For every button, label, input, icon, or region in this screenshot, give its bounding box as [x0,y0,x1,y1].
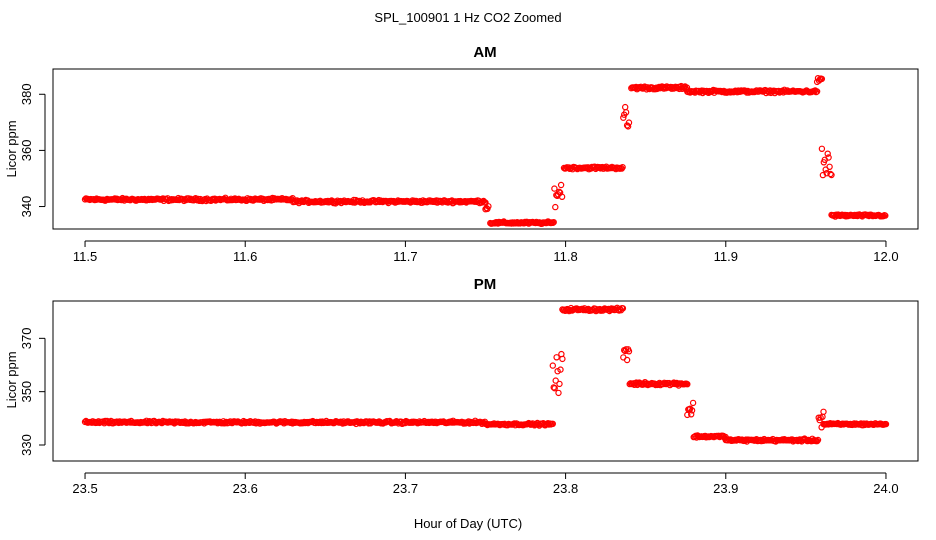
data-point [882,212,889,219]
data-point [689,399,697,407]
panel-pm: PM Licor ppm 23.5 23.6 23.7 23.8 23.9 24.0 330… [4,276,919,496]
panel-am: AM Licor ppm 11.5 11.6 11.7 11.8 11.9 12.0 340… [4,44,919,264]
y-tick-label: 350 [19,381,34,403]
data-point [557,181,565,189]
data-point [622,103,629,111]
data-point [549,420,557,427]
data-point [550,218,557,226]
data-point [818,75,826,83]
data-point [551,385,558,392]
data-point [625,119,633,126]
y-tick-label: 340 [19,196,34,218]
data-point [813,88,821,95]
x-tick-label: 23.7 [393,481,418,496]
data-point [619,305,627,312]
data-point [549,362,557,369]
data-point [825,154,832,161]
data-point [552,377,559,384]
data-point [552,203,559,211]
panel-am-plot-frame [52,68,919,230]
panel-pm-plot-frame [52,300,919,462]
y-tick-label: 330 [19,434,34,456]
x-tick-label: 23.8 [553,481,578,496]
panel-am-y-axis-label: Licor ppm [4,120,19,177]
x-tick-label: 11.8 [553,249,577,264]
data-point [827,170,834,178]
data-point [684,381,691,388]
data-point [620,114,627,121]
x-tick-label: 11.7 [393,249,417,264]
data-point [826,163,833,170]
y-tick-label: 370 [19,327,34,349]
panel-am-axes: 11.5 11.6 11.7 11.8 11.9 12.0 340 360 380 [19,83,899,264]
y-tick-label: 380 [19,83,34,105]
data-point [828,171,835,179]
data-point [824,150,831,157]
x-tick-label: 11.6 [233,249,257,264]
data-point [545,421,553,428]
data-point [688,411,695,418]
data-point [623,356,631,364]
panel-pm-title: PM [474,276,497,293]
data-point [558,193,566,200]
y-tick-label: 360 [19,140,34,162]
data-point [813,437,821,445]
data-point [688,407,696,414]
data-point [818,145,826,152]
x-tick-label: 12.0 [873,249,898,264]
data-point [820,408,827,415]
x-tick-label: 24.0 [873,481,898,496]
x-tick-label: 23.6 [233,481,258,496]
data-point [619,163,626,171]
x-tick-label: 11.9 [714,249,738,264]
x-tick-label: 11.5 [73,249,97,264]
data-point [556,188,563,195]
data-point [553,354,560,361]
figure-title: SPL_100901 1 Hz CO2 Zoomed [374,10,561,25]
x-tick-label: 23.5 [72,481,97,496]
data-point [555,389,562,397]
data-point [550,384,557,391]
data-point [882,420,890,428]
panel-pm-y-axis-label: Licor ppm [4,351,19,408]
figure-x-axis-label: Hour of Day (UTC) [414,516,522,531]
data-point [559,355,566,363]
data-point [624,123,632,130]
panel-pm-axes: 23.5 23.6 23.7 23.8 23.9 24.0 330 350 370 [19,327,899,496]
data-point [625,348,633,355]
data-point [814,436,822,444]
data-point [556,380,563,388]
panel-am-points [81,74,889,227]
x-tick-label: 23.9 [713,481,738,496]
panel-am-title: AM [473,44,496,61]
data-point [557,366,564,373]
data-point [551,185,558,192]
data-point [622,109,630,116]
data-point [485,203,492,210]
panel-pm-points [81,304,890,445]
